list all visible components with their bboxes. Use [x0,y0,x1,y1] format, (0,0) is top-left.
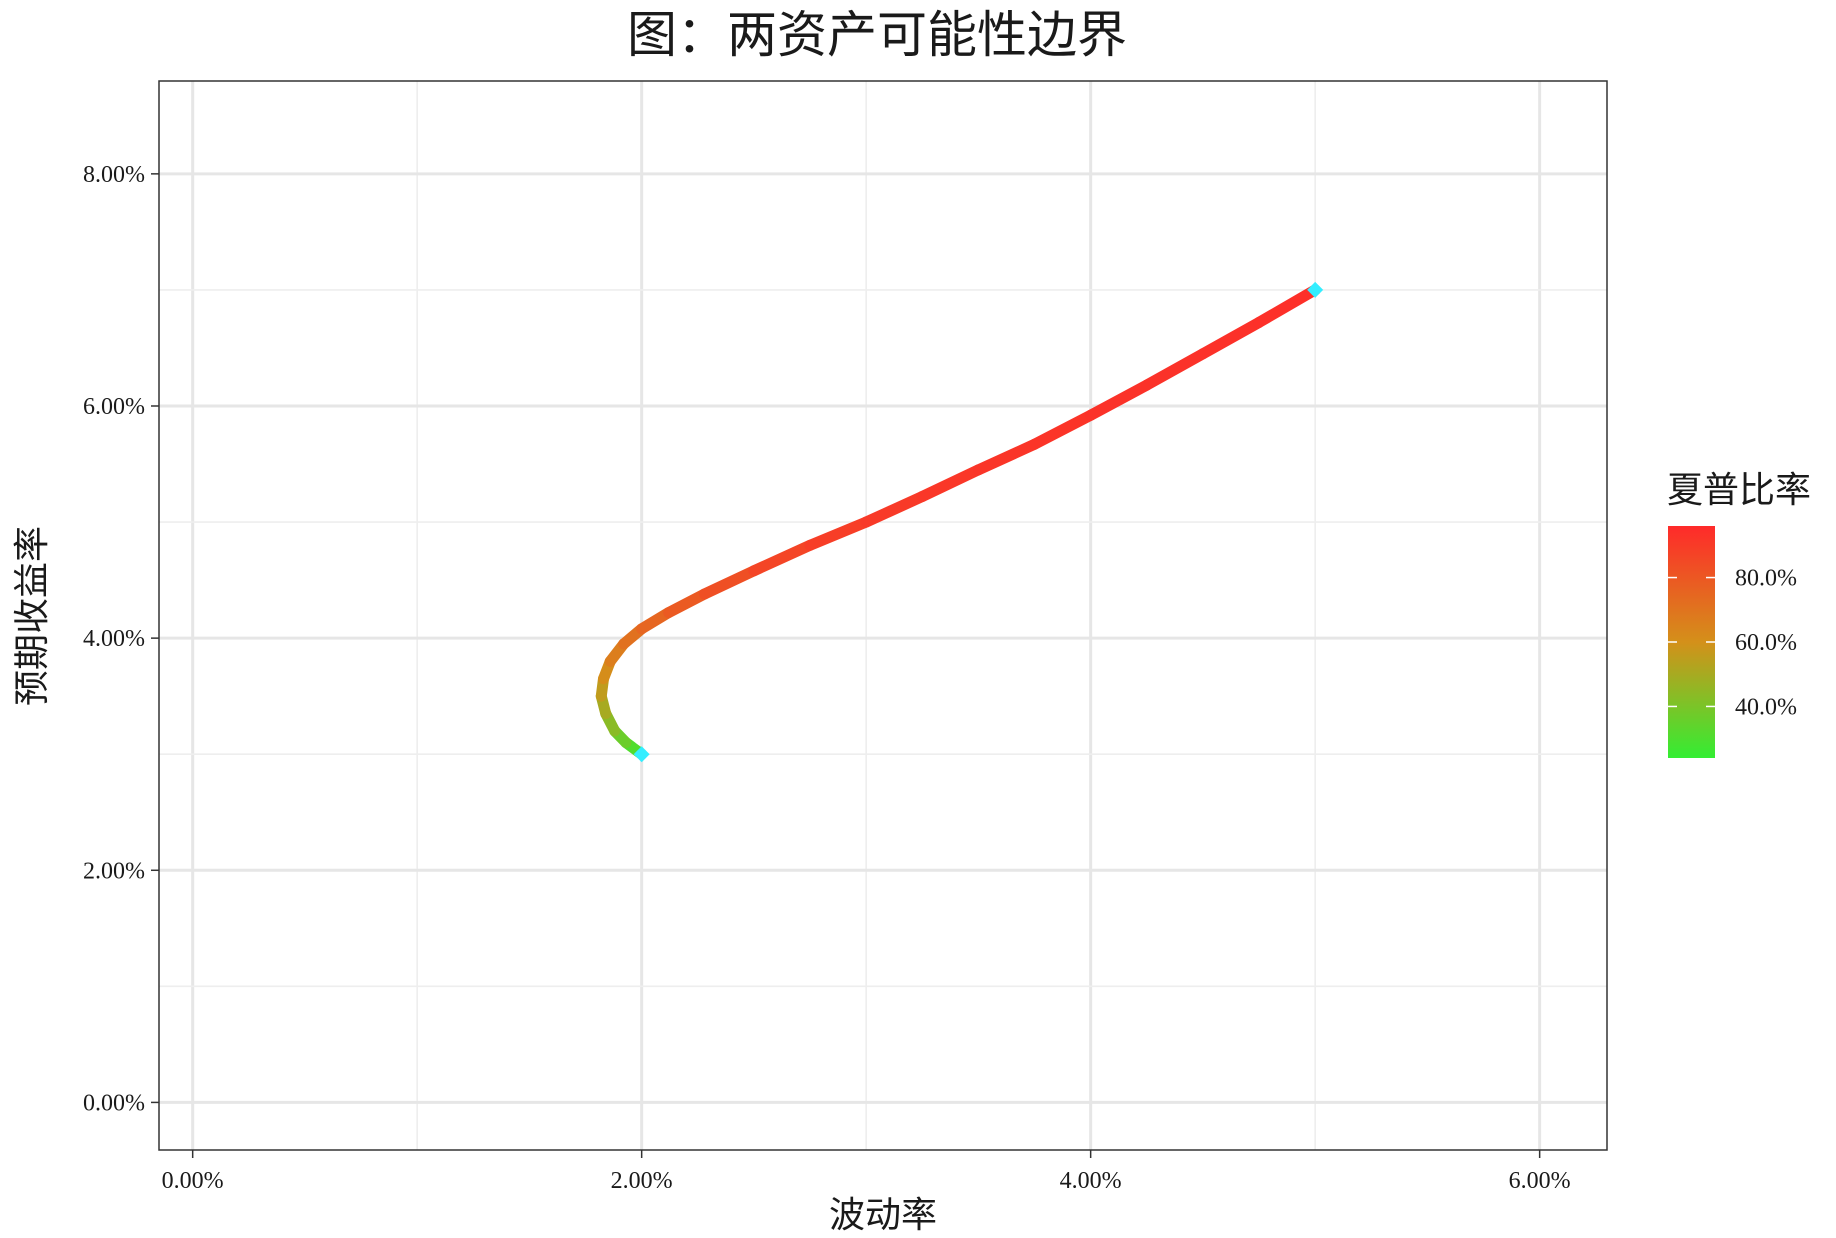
legend-ticks: 40.0% 60.0% 80.0% [1668,566,1797,720]
legend: 夏普比率 40.0% 60.0% 80.0% [1667,470,1811,758]
legend-tick-label: 60.0% [1735,630,1797,656]
frontier-segment [1253,284,1321,328]
y-axis-label: 预期收益率 [12,526,53,706]
frontier-segment [804,516,872,551]
endpoint-marker [1307,281,1324,298]
frontier-segment [1141,348,1209,391]
frontier-segment [972,438,1041,476]
y-tick-label: 4.00% [83,626,145,652]
y-tick-label: 2.00% [83,858,145,884]
frontier-segment [860,491,928,528]
x-tick-label: 4.00% [1060,1168,1122,1194]
legend-tick-label: 40.0% [1735,694,1797,720]
plot-border [158,80,1608,1151]
x-axis-ticks: 0.00% 2.00% 4.00% 6.00% [162,1150,1571,1194]
frontier-segment [663,588,711,619]
frontier-segment [1085,379,1153,421]
x-tick-label: 2.00% [611,1168,673,1194]
y-tick-label: 6.00% [83,394,145,420]
frontier-line [595,284,1321,760]
frontier-segment [748,539,816,577]
x-tick-label: 0.00% [162,1168,224,1194]
chart-title: 图：两资产可能性边界 [627,6,1127,64]
endpoint-markers [633,281,1324,763]
grid-lines [159,81,1607,1150]
endpoint-marker [633,746,650,763]
x-axis-label: 波动率 [829,1195,937,1236]
y-axis-ticks: 0.00% 2.00% 4.00% 6.00% 8.00% [83,162,159,1116]
legend-title: 夏普比率 [1667,470,1811,511]
frontier-segment [916,464,984,503]
frontier-segment [699,565,760,600]
legend-tick-label: 80.0% [1735,566,1797,592]
frontier-segment [1197,316,1265,360]
y-tick-label: 8.00% [83,162,145,188]
y-tick-label: 0.00% [83,1090,145,1116]
plot-panel [159,81,1607,1150]
x-tick-label: 6.00% [1509,1168,1571,1194]
frontier-segment [1029,409,1097,450]
